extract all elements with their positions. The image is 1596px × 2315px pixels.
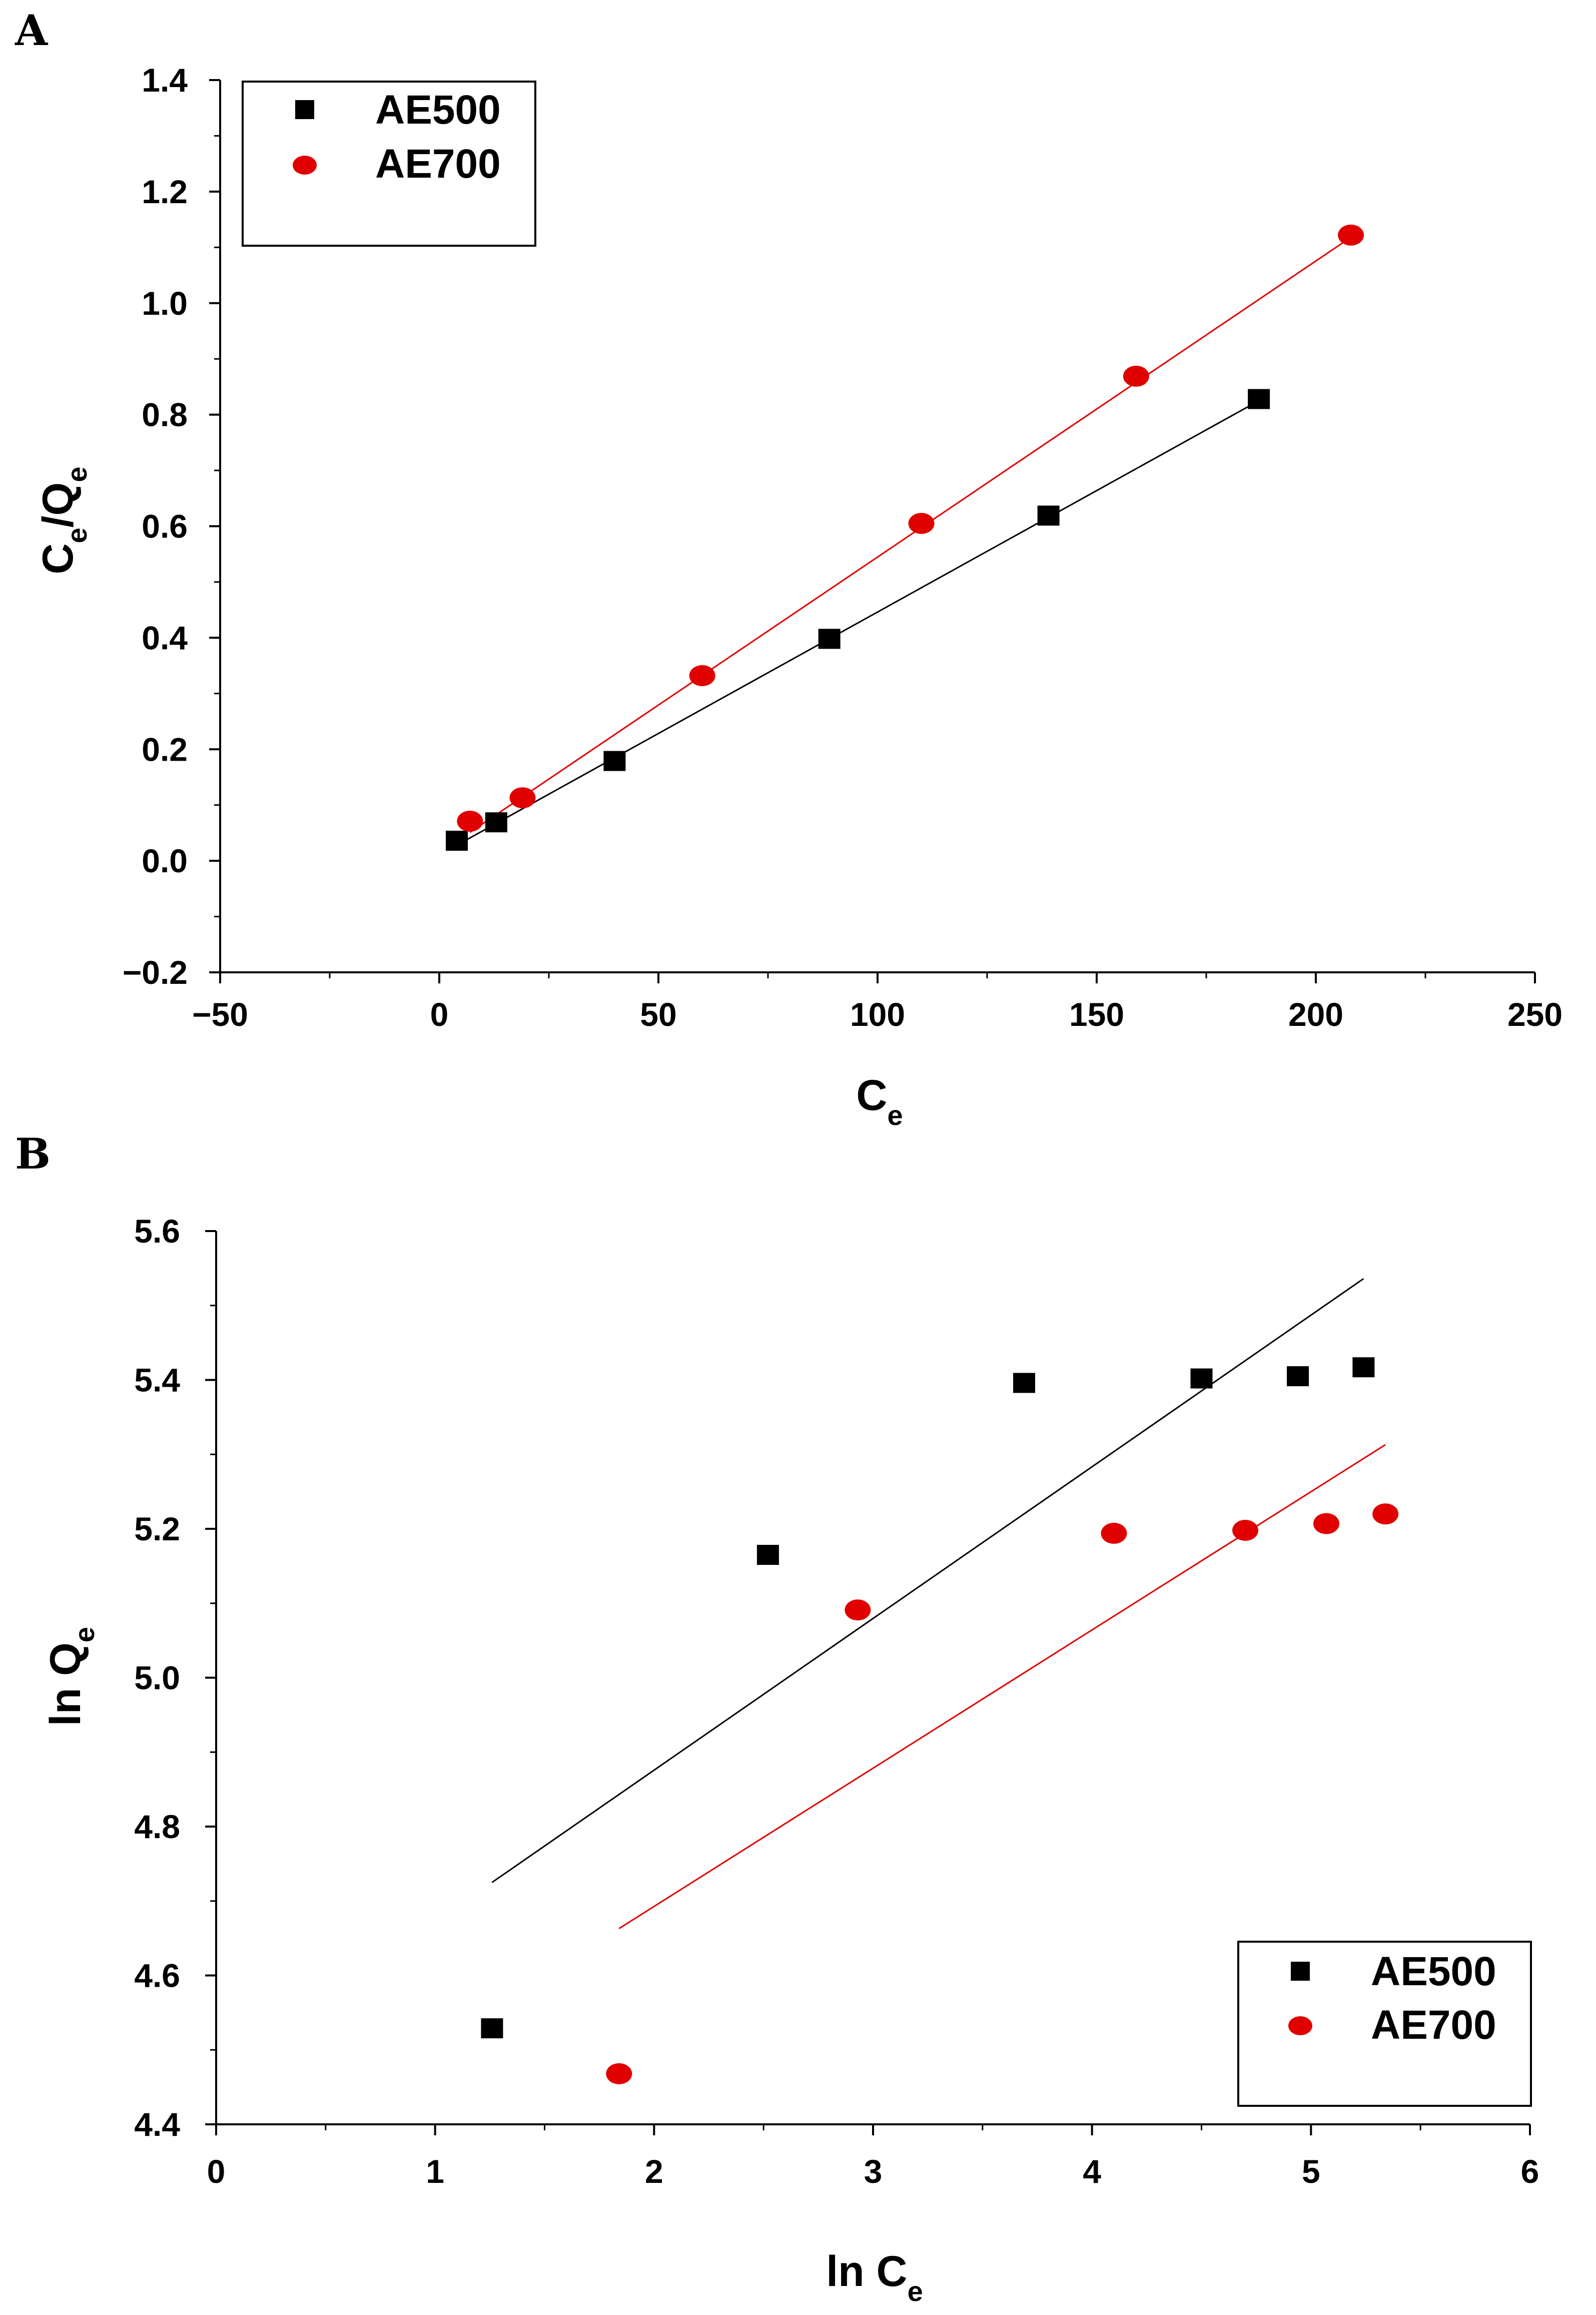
panel-b-data-points [481, 1357, 1399, 2084]
legend-b-ae700-label: AE700 [1371, 2002, 1496, 2048]
panel-b-y-tick-label: 4.4 [134, 2106, 180, 2143]
panel-a-y-axis-title: Ce/Qe [34, 466, 93, 574]
panel-b-ae500-point [756, 1545, 779, 1565]
legend-ae700-label: AE700 [375, 141, 501, 187]
panel-a-data-points [446, 224, 1364, 851]
panel-a-y-tick-label: 0.2 [142, 731, 188, 768]
panel-b-ae500-point [1287, 1366, 1309, 1387]
panel-a-y-tick-label: 0.6 [142, 508, 188, 545]
panel-a-ae700-point [689, 665, 715, 687]
panel-a-ae500-point [446, 831, 468, 851]
panel-a-y-tick-label: −0.2 [123, 954, 188, 991]
panel-b-legend-box [1237, 1941, 1532, 2107]
panel-a-x-axis-title: Ce [856, 1071, 903, 1131]
legend-ae500-marker [295, 100, 314, 119]
panel-b-ae700-point [845, 1599, 871, 1621]
panel-a: A −50 0 50 100 150 200 250 −0.2 0.0 0.2 0.4 0.6 0.8 1… [15, 6, 1562, 1131]
panel-a-label: A [15, 6, 49, 55]
panel-b-y-tick-label: 5.6 [134, 1213, 180, 1250]
panel-a-ae700-point [457, 811, 483, 832]
panel-b-x-tick-label: 3 [864, 2153, 883, 2190]
panel-b-y-tick-label: 5.0 [134, 1659, 180, 1696]
panel-a-legend: AE500 AE700 [242, 81, 536, 247]
panel-a-ae500-point [1037, 505, 1060, 526]
legend-b-ae700-marker [1288, 2016, 1312, 2035]
panel-a-x-tick-label: 200 [1288, 996, 1343, 1033]
panel-b-ae700-fit-line [618, 1444, 1386, 1930]
legend-b-ae500-marker [1291, 1962, 1310, 1981]
panel-a-x-tick-label: 50 [640, 996, 676, 1033]
panel-a-x-tick-label: 150 [1069, 996, 1124, 1033]
panel-a-ae700-point [1338, 224, 1364, 246]
panel-b-x-tick-label: 2 [645, 2153, 663, 2190]
panel-a-y-tick-label: 0.0 [142, 842, 188, 879]
panel-b: B 0 1 2 3 4 5 6 4.4 4.6 4.8 5.0 5.2 5.4 5.6 ln Ce ln … [15, 1129, 1539, 2307]
panel-a-y-tick-label: 0.4 [142, 619, 188, 656]
panel-a-ae500-point [485, 812, 507, 833]
panel-b-label: B [15, 1129, 51, 1179]
panel-b-ae500-point [1013, 1373, 1035, 1393]
panel-a-ae500-point [603, 751, 626, 771]
panel-a-y-tick-label: 0.8 [142, 396, 188, 433]
panel-a-ae500-fit-line [456, 400, 1259, 846]
panel-a-x-tick-label: 100 [850, 996, 905, 1033]
panel-a-fit-lines [456, 237, 1351, 846]
panel-b-x-tick-label: 1 [426, 2153, 444, 2190]
panel-b-x-axis-title: ln Ce [826, 2247, 923, 2307]
panel-b-x-tick-label: 6 [1521, 2153, 1539, 2190]
legend-b-ae500-label: AE500 [1371, 1949, 1496, 1994]
panel-b-fit-lines [491, 1278, 1386, 1930]
legend-ae700-marker [293, 156, 317, 175]
panel-a-ae500-point [1248, 389, 1270, 409]
panel-a-legend-box [242, 81, 536, 247]
panel-b-ae700-point [606, 2063, 632, 2084]
panel-a-ae700-point [509, 787, 536, 809]
panel-a-ae700-fit-line [469, 237, 1351, 833]
panel-b-y-axis-title: ln Qe [42, 1627, 100, 1726]
panel-a-y-tick-label: 1.0 [142, 285, 188, 322]
panel-a-x-tick-label: −50 [192, 996, 248, 1033]
panel-b-ae500-point [1352, 1357, 1375, 1378]
panel-b-y-tick-label: 5.2 [134, 1510, 180, 1547]
panel-b-x-tick-label: 0 [207, 2153, 226, 2190]
panel-a-ae700-point [1123, 365, 1149, 387]
panel-a-axes: −50 0 50 100 150 200 250 −0.2 0.0 0.2 0.4 0.6 0.8 1.0… [123, 62, 1562, 1033]
panel-b-x-tick-label: 4 [1083, 2153, 1101, 2190]
panel-a-ae700-point [908, 512, 935, 534]
panel-b-x-tick-label: 5 [1302, 2153, 1320, 2190]
panel-b-ae500-point [481, 2018, 503, 2039]
legend-ae500-label: AE500 [375, 87, 501, 133]
panel-a-y-tick-label: 1.2 [142, 173, 188, 210]
panel-a-x-tick-label: 0 [430, 996, 449, 1033]
panel-a-y-tick-label: 1.4 [142, 62, 188, 99]
panel-b-y-tick-label: 4.6 [134, 1957, 180, 1994]
panel-b-ae700-point [1372, 1503, 1399, 1525]
panel-b-ae700-point [1101, 1522, 1127, 1544]
panel-b-ae700-point [1313, 1513, 1339, 1534]
panel-b-ae500-point [1190, 1368, 1213, 1389]
panel-b-y-tick-label: 5.4 [134, 1362, 180, 1399]
panel-a-x-tick-label: 250 [1507, 996, 1562, 1033]
panel-b-axes: 0 1 2 3 4 5 6 4.4 4.6 4.8 5.0 5.2 5.4 5.6 [134, 1213, 1539, 2190]
panel-b-legend: AE500 AE700 [1237, 1941, 1532, 2107]
panel-b-ae700-point [1232, 1519, 1259, 1541]
panel-b-y-tick-label: 4.8 [134, 1808, 180, 1845]
panel-b-ae500-fit-line [491, 1278, 1364, 1883]
panel-a-ae500-point [818, 629, 841, 649]
